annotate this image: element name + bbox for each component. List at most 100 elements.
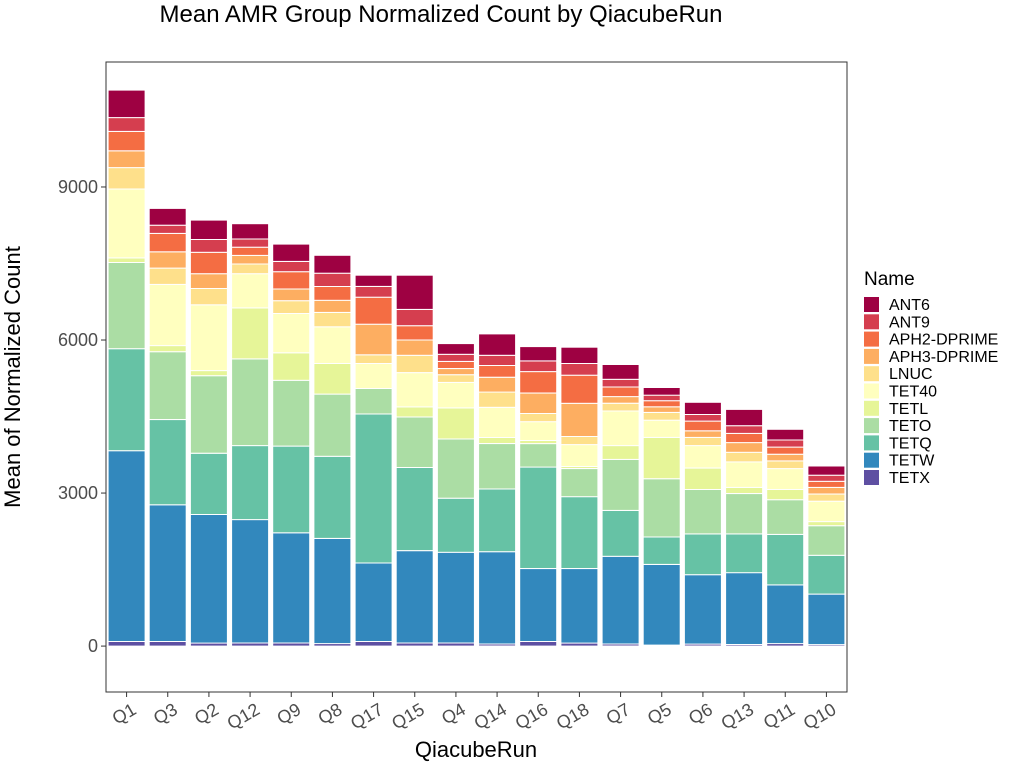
legend: Name ANT6ANT9APH2-DPRIMEAPH3-DPRIMELNUCT… — [864, 269, 998, 487]
legend-swatch-tetl — [864, 400, 879, 416]
bar-segment-Q3-tet40 — [148, 283, 187, 347]
bar-segment-Q13-tetq — [725, 533, 764, 574]
x-tick-label: Q16 — [512, 699, 551, 733]
legend-label: ANT6 — [889, 297, 930, 314]
bar-segment-Q2-tetl — [189, 370, 228, 377]
bar-segment-Q12-lnuc — [231, 263, 270, 275]
bar-segment-Q17-teto — [354, 388, 393, 415]
bar-segment-Q18-teto — [560, 468, 599, 498]
bar-segment-Q11-ant6 — [766, 428, 805, 441]
bar-segment-Q17-tetx — [354, 641, 393, 647]
bar-segment-Q7-aph3-dprime — [601, 396, 640, 404]
bar-segment-Q13-teto — [725, 493, 764, 535]
bar-segment-Q18-tet40 — [560, 444, 599, 468]
bar-segment-Q4-tetl — [436, 407, 475, 440]
bar-segment-Q3-tetx — [148, 641, 187, 647]
bar-segment-Q9-tetl — [272, 352, 311, 381]
legend-swatch-ant9 — [864, 314, 879, 330]
x-tick-label: Q18 — [553, 699, 592, 733]
x-tick-label: Q4 — [438, 699, 469, 728]
bar-segment-Q8-tetw — [313, 538, 352, 645]
bar-segment-Q8-aph2-dprime — [313, 286, 352, 301]
bar-segment-Q11-teto — [766, 499, 805, 535]
y-tick-label: 9000 — [58, 177, 98, 197]
x-tick-label: Q8 — [315, 699, 346, 728]
bar-segment-Q9-tetw — [272, 532, 311, 644]
bar-segment-Q15-aph3-dprime — [395, 339, 434, 356]
bar-segment-Q10-aph3-dprime — [807, 486, 846, 495]
bar-segment-Q8-tetl — [313, 363, 352, 395]
bar-segment-Q7-tetl — [601, 445, 640, 460]
legend-label: TETX — [889, 470, 930, 487]
bar-segment-Q12-tet40 — [231, 273, 270, 309]
legend-label: APH3-DPRIME — [889, 349, 998, 366]
bar-segment-Q16-tet40 — [519, 421, 558, 442]
x-tick-label: Q17 — [347, 699, 386, 733]
bar-segment-Q3-tetl — [148, 345, 187, 353]
bar-segment-Q15-ant9 — [395, 308, 434, 327]
bar-segment-Q4-ant9 — [436, 353, 475, 362]
x-tick-label: Q7 — [603, 699, 634, 728]
bar-segment-Q12-aph2-dprime — [231, 246, 270, 256]
bar-segment-Q4-tet40 — [436, 381, 475, 409]
y-tick-label: 6000 — [58, 330, 98, 350]
bar-segment-Q1-tet40 — [107, 188, 146, 259]
bar-segment-Q16-ant9 — [519, 360, 558, 373]
bar-segment-Q7-teto — [601, 458, 640, 511]
bar-segment-Q13-aph3-dprime — [725, 442, 764, 453]
x-tick-label: Q3 — [150, 699, 181, 728]
bar-segment-Q8-ant9 — [313, 272, 352, 288]
bar-segment-Q12-ant9 — [231, 238, 270, 248]
x-tick-label: Q6 — [685, 699, 716, 728]
bar-segment-Q14-aph3-dprime — [478, 376, 517, 393]
bar-segment-Q11-aph2-dprime — [766, 446, 805, 455]
bar-segment-Q5-teto — [642, 478, 681, 538]
bar-segment-Q18-aph3-dprime — [560, 402, 599, 437]
legend-label: TETL — [889, 401, 928, 418]
bar-segment-Q12-aph3-dprime — [231, 254, 270, 265]
bar-segment-Q9-aph2-dprime — [272, 271, 311, 290]
bar-segment-Q14-tetw — [478, 551, 517, 645]
x-tick-label: Q12 — [224, 699, 263, 733]
chart-title: Mean AMR Group Normalized Count by Qiacu… — [160, 1, 723, 28]
bar-segment-Q7-ant9 — [601, 378, 640, 388]
bar-segment-Q1-tetq — [107, 348, 146, 452]
bar-segment-Q8-tetq — [313, 455, 352, 539]
bar-segment-Q6-tetq — [683, 533, 722, 576]
bar-segment-Q16-tetw — [519, 568, 558, 642]
bar-segment-Q1-tetl — [107, 257, 146, 263]
bar-segment-Q4-aph3-dprime — [436, 368, 475, 376]
legend-swatch-tet40 — [864, 383, 879, 399]
bar-segment-Q14-ant9 — [478, 354, 517, 366]
x-tick-label: Q5 — [644, 699, 675, 728]
bar-segment-Q11-tetl — [766, 489, 805, 501]
legend-swatch-lnuc — [864, 366, 879, 382]
bar-segment-Q15-ant6 — [395, 274, 434, 310]
x-tick-label: Q9 — [273, 699, 304, 728]
x-tick-label: Q2 — [191, 699, 222, 728]
legend-swatch-aph2-dprime — [864, 331, 879, 347]
bar-segment-Q3-aph3-dprime — [148, 251, 187, 269]
bar-segment-Q9-tet40 — [272, 313, 311, 354]
bar-segment-Q4-lnuc — [436, 374, 475, 383]
bar-segment-Q1-tetw — [107, 450, 146, 643]
x-tick-label: Q13 — [718, 699, 757, 733]
bar-segment-Q8-teto — [313, 393, 352, 457]
bar-segment-Q17-tetq — [354, 413, 393, 564]
bar-segment-Q7-aph2-dprime — [601, 386, 640, 398]
plot-panel — [105, 61, 848, 693]
legend-title: Name — [864, 269, 915, 290]
bar-segment-Q11-aph3-dprime — [766, 453, 805, 462]
bar-segment-Q14-tetq — [478, 488, 517, 553]
bar-segment-Q3-tetq — [148, 419, 187, 506]
bar-segment-Q8-tet40 — [313, 326, 352, 364]
legend-label: TETQ — [889, 435, 932, 452]
bar-segment-Q2-aph3-dprime — [189, 273, 228, 290]
bar-segment-Q13-aph2-dprime — [725, 432, 764, 444]
bar-segment-Q15-tetw — [395, 550, 434, 644]
bar-segment-Q12-tetq — [231, 445, 270, 521]
y-tick-label: 0 — [88, 636, 98, 656]
bar-segment-Q16-teto — [519, 443, 558, 468]
bar-segment-Q14-tet40 — [478, 406, 517, 438]
bar-segment-Q5-tetq — [642, 536, 681, 565]
